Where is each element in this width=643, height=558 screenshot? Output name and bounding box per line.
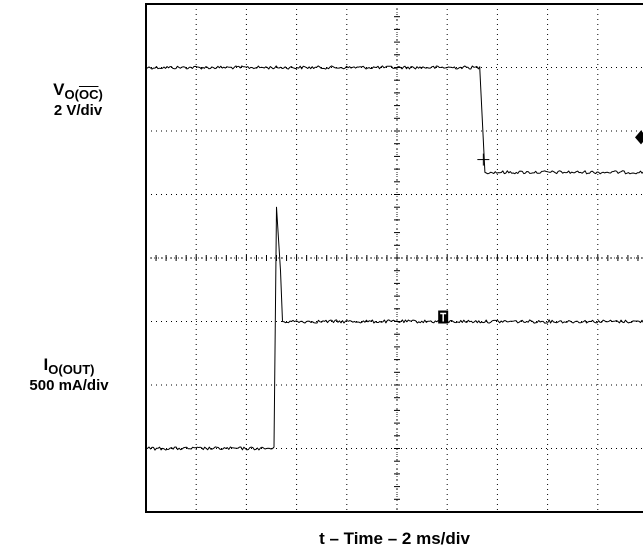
- io-out-trace: [145, 206, 643, 451]
- grid: [145, 3, 643, 513]
- traces: [145, 65, 643, 451]
- markers: [438, 130, 643, 324]
- vo-oc-trace: [145, 65, 643, 175]
- vo-oc-name: VO(OC): [53, 80, 103, 102]
- x-axis-label: t – Time – 2 ms/div: [319, 529, 470, 548]
- io-out-name: IO(OUT): [43, 355, 95, 377]
- vo-oc-scale: 2 V/div: [53, 102, 103, 119]
- vo-oc-channel-label: VO(OC) 2 V/div: [18, 80, 138, 120]
- plot-frame: [145, 3, 643, 513]
- io-out-channel-label: IO(OUT) 500 mA/div: [4, 355, 134, 395]
- trigger-level-marker: [635, 130, 643, 145]
- io-out-scale: 500 mA/div: [29, 377, 109, 394]
